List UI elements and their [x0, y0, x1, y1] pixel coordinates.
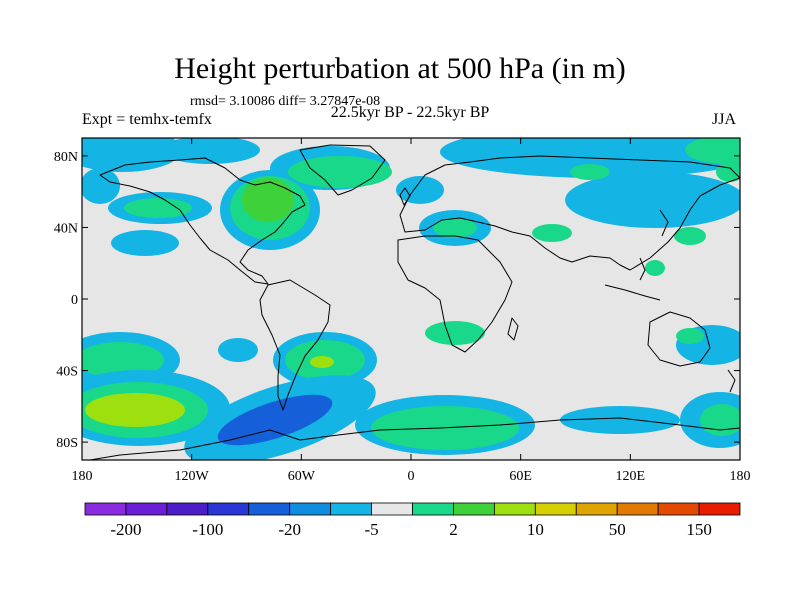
contour-region [218, 338, 258, 362]
contour-region [565, 172, 740, 228]
island-uk [399, 187, 411, 206]
contour-region [396, 176, 444, 204]
colorbar-swatch [330, 502, 372, 516]
colorbar-label: 150 [686, 520, 712, 539]
colorbar-swatch [453, 502, 495, 516]
contour-region [160, 138, 260, 164]
colorbar-label: -20 [278, 520, 301, 539]
colorbar-label: 2 [449, 520, 458, 539]
lon-tick-label: 0 [408, 469, 415, 484]
island-madagascar [507, 317, 519, 341]
lon-tick-label: 120W [175, 469, 210, 484]
colorbar-label: 50 [609, 520, 626, 539]
contour-region [82, 342, 164, 378]
coastlines [89, 144, 740, 460]
colorbar-swatch [371, 502, 413, 516]
continent-australia [647, 311, 711, 367]
contour-region [124, 198, 192, 218]
lat-tick-label: 80N [54, 150, 78, 165]
lat-tick-label: 80S [56, 436, 78, 451]
colorbar-swatch [166, 502, 209, 516]
colorbar-swatch [575, 502, 618, 516]
continent-north-america [99, 157, 306, 285]
continent-antarctica [89, 417, 740, 460]
colorbar-label: -200 [110, 520, 141, 539]
season-label: JJA [712, 111, 737, 128]
contour-region [242, 178, 294, 222]
colorbar-swatch [84, 502, 127, 516]
lat-tick-label: 0 [71, 293, 78, 308]
latitude-axis: 80N 40N 0 40S 80S [54, 150, 740, 451]
contour-region [685, 138, 740, 164]
contour-region [425, 321, 485, 345]
colorbar-swatch [412, 502, 454, 516]
contour-region [645, 260, 665, 276]
islands-indonesia [604, 284, 661, 301]
colorbar-swatch [534, 502, 577, 516]
continent-eurasia [399, 155, 740, 271]
longitude-axis: 180 120W 60W 0 60E 120E 180 [72, 138, 751, 484]
contour-region [288, 156, 392, 188]
lat-tick-label: 40N [54, 221, 78, 236]
experiment-label: Expt = temhx-temfx [82, 111, 212, 128]
colorbar-swatch [698, 502, 741, 516]
continent-greenland [299, 144, 386, 196]
lon-tick-label: 180 [72, 469, 93, 484]
continent-south-america [259, 279, 331, 411]
contour-region [700, 404, 740, 436]
colorbar-label: 10 [527, 520, 544, 539]
colorbar-label: -5 [364, 520, 378, 539]
chart-title: Height perturbation at 500 hPa (in m) [174, 52, 626, 85]
contour-region [85, 393, 185, 427]
island-japan [659, 209, 669, 237]
contour-region [111, 230, 179, 256]
colorbar-swatch [657, 502, 700, 516]
contour-region [82, 168, 120, 204]
colorbar-swatch [248, 502, 291, 516]
period-label: 22.5kyr BP - 22.5kyr BP [330, 104, 490, 121]
colorbar-swatch [616, 502, 659, 516]
island-new-zealand [727, 369, 736, 393]
colorbar-label: -100 [192, 520, 223, 539]
lat-tick-label: 40S [56, 365, 78, 380]
contour-region [570, 164, 610, 180]
colorbar-swatch [207, 502, 250, 516]
continent-africa [397, 235, 513, 353]
colorbar-swatch [493, 502, 536, 516]
colorbar-swatch [125, 502, 168, 516]
lon-tick-label: 180 [730, 469, 751, 484]
islands-philippines [639, 257, 646, 281]
contour-region [674, 227, 706, 245]
lon-tick-label: 120E [616, 469, 646, 484]
lon-tick-label: 60W [288, 469, 316, 484]
contour-region [676, 328, 704, 344]
lon-tick-label: 60E [509, 469, 532, 484]
contour-fill-layer [82, 138, 740, 460]
contour-region [310, 356, 334, 368]
colorbar-swatch [289, 502, 332, 516]
colorbar: -200 -100 -20 -5 2 10 50 150 [84, 502, 741, 539]
contour-region [532, 224, 572, 242]
stats-text: rmsd= 3.10086 diff= 3.27847e-08 [190, 94, 381, 109]
contour-region [82, 138, 182, 172]
contour-region [560, 406, 680, 434]
contour-region [433, 218, 477, 238]
contour-region [217, 394, 333, 446]
